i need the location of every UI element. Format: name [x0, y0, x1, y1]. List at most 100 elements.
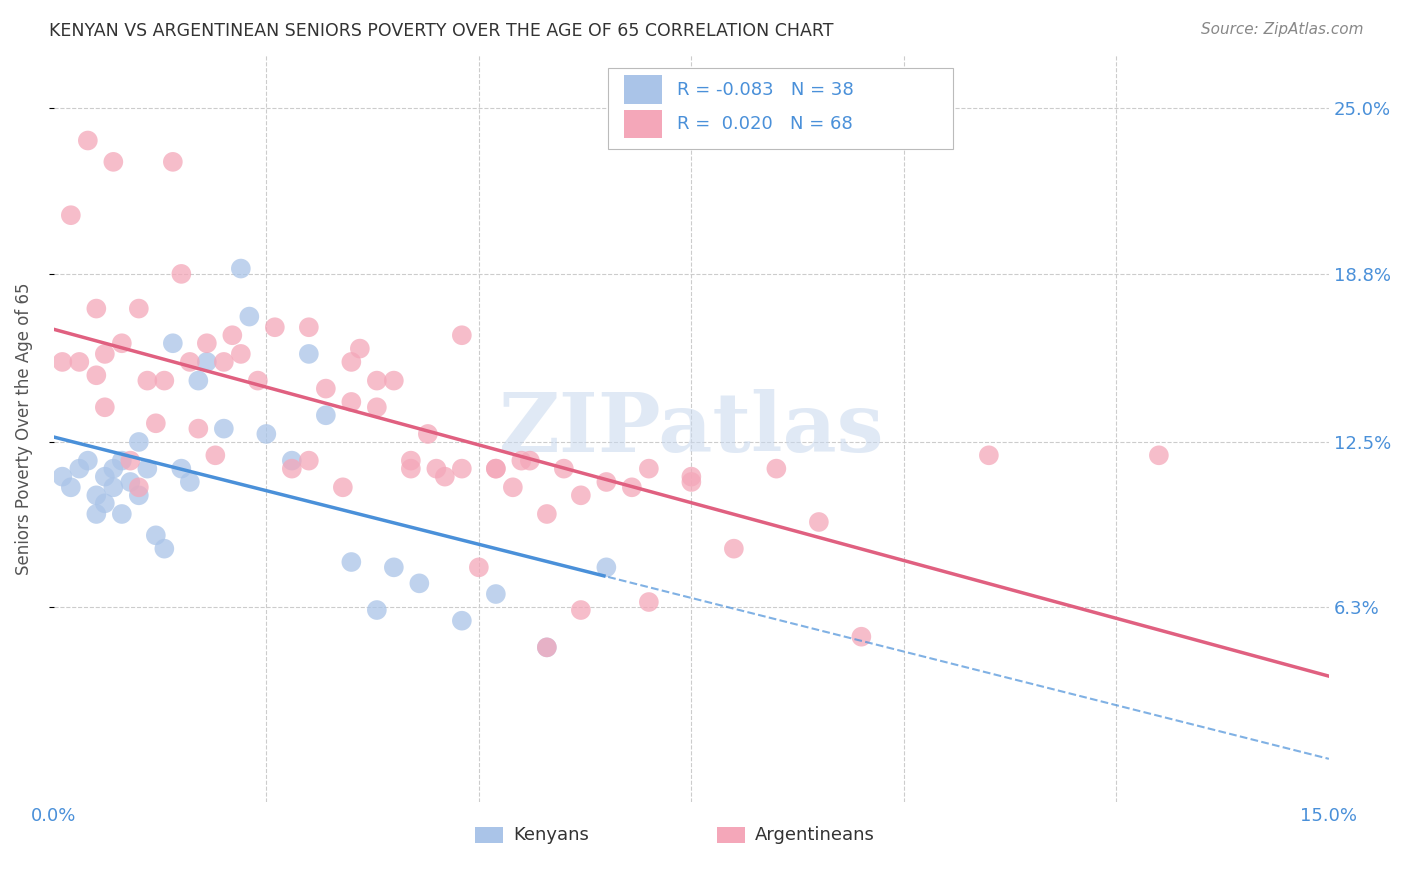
Point	[340, 355, 363, 369]
Point	[94, 469, 117, 483]
Point	[229, 347, 252, 361]
Point	[128, 480, 150, 494]
Point	[681, 475, 703, 489]
Point	[416, 426, 439, 441]
Point	[298, 453, 321, 467]
Point	[450, 614, 472, 628]
Point	[67, 355, 90, 369]
Point	[86, 488, 108, 502]
Point	[76, 453, 98, 467]
Point	[637, 461, 659, 475]
Point	[425, 461, 447, 475]
Point	[502, 480, 524, 494]
Point	[212, 355, 235, 369]
Point	[204, 448, 226, 462]
Point	[851, 630, 873, 644]
Point	[195, 336, 218, 351]
Point	[485, 587, 508, 601]
Point	[450, 461, 472, 475]
Point	[637, 595, 659, 609]
Point	[162, 336, 184, 351]
Point	[450, 328, 472, 343]
Point	[569, 488, 592, 502]
Point	[332, 480, 354, 494]
Point	[179, 475, 201, 489]
Bar	[717, 827, 745, 843]
Point	[807, 515, 830, 529]
Point	[536, 507, 558, 521]
Point	[349, 342, 371, 356]
Point	[1147, 448, 1170, 462]
Point	[382, 560, 405, 574]
Point	[366, 374, 388, 388]
Point	[366, 401, 388, 415]
Point	[485, 461, 508, 475]
Point	[238, 310, 260, 324]
Point	[51, 469, 73, 483]
Point	[681, 469, 703, 483]
Point	[103, 461, 125, 475]
Point	[263, 320, 285, 334]
Point	[212, 422, 235, 436]
Point	[298, 320, 321, 334]
FancyBboxPatch shape	[609, 68, 953, 148]
Point	[553, 461, 575, 475]
Point	[510, 453, 533, 467]
Point	[94, 496, 117, 510]
Point	[195, 355, 218, 369]
Point	[298, 347, 321, 361]
Point	[103, 154, 125, 169]
Point	[221, 328, 243, 343]
Point	[170, 267, 193, 281]
Point	[145, 528, 167, 542]
Point	[468, 560, 491, 574]
Point	[340, 395, 363, 409]
Point	[536, 640, 558, 655]
Point	[76, 134, 98, 148]
Point	[281, 453, 304, 467]
Point	[153, 374, 176, 388]
Point	[723, 541, 745, 556]
Text: R =  0.020   N = 68: R = 0.020 N = 68	[678, 115, 853, 133]
Text: Argentineans: Argentineans	[755, 826, 875, 844]
Point	[136, 374, 159, 388]
Bar	[624, 75, 662, 103]
Point	[94, 401, 117, 415]
Point	[536, 640, 558, 655]
Point	[51, 355, 73, 369]
Point	[136, 461, 159, 475]
Point	[179, 355, 201, 369]
Point	[340, 555, 363, 569]
Point	[120, 475, 142, 489]
Point	[145, 417, 167, 431]
Point	[128, 488, 150, 502]
Point	[128, 434, 150, 449]
Point	[111, 453, 134, 467]
Point	[120, 453, 142, 467]
Point	[399, 453, 422, 467]
Text: R = -0.083   N = 38: R = -0.083 N = 38	[678, 80, 853, 98]
Point	[246, 374, 269, 388]
Point	[128, 301, 150, 316]
Point	[315, 409, 337, 423]
Point	[187, 374, 209, 388]
Point	[595, 560, 617, 574]
Point	[187, 422, 209, 436]
Text: Source: ZipAtlas.com: Source: ZipAtlas.com	[1201, 22, 1364, 37]
Point	[59, 208, 82, 222]
Point	[86, 301, 108, 316]
Point	[519, 453, 541, 467]
Point	[977, 448, 1000, 462]
Point	[254, 426, 277, 441]
Point	[399, 461, 422, 475]
Point	[162, 154, 184, 169]
Point	[620, 480, 643, 494]
Point	[59, 480, 82, 494]
Point	[103, 480, 125, 494]
Point	[382, 374, 405, 388]
Bar	[475, 827, 503, 843]
Point	[485, 461, 508, 475]
Bar	[624, 110, 662, 138]
Point	[86, 507, 108, 521]
Point	[595, 475, 617, 489]
